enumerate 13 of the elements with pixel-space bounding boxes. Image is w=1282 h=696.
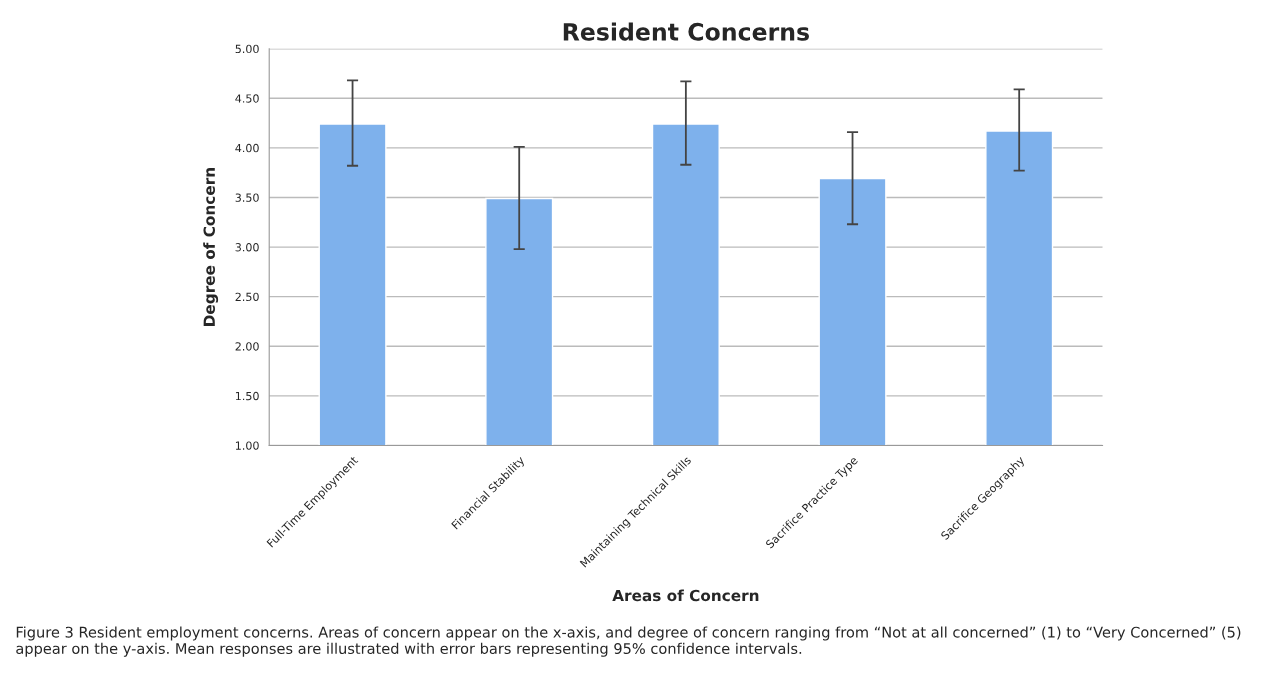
caption: Figure 3 Resident employment concerns. Areas of concern appear on the x-axis, and degree of concern ranging from “Not at all concerned” (1) to “Very Concerned” (5) appear on the y-axis. Mean responses are illustrated with error bars representing 95% confidence intervals. bbox=[16, 626, 1241, 657]
chart-title: Resident Concerns bbox=[563, 22, 809, 41]
y-tick-label: 2.00 bbox=[235, 342, 259, 351]
y-tick-label: 1.00 bbox=[235, 441, 259, 450]
y-axis-title: Degree of Concern bbox=[203, 168, 219, 326]
y-tick-label: 5.00 bbox=[235, 44, 259, 54]
y-tick-label: 2.50 bbox=[235, 292, 259, 302]
y-tick-label: 1.50 bbox=[235, 391, 259, 401]
y-tick-label: 3.50 bbox=[235, 193, 259, 202]
y-tick-label: 3.00 bbox=[235, 243, 259, 252]
y-tick-label: 4.50 bbox=[235, 94, 259, 103]
x-axis-title: Areas of Concern bbox=[612, 589, 759, 602]
y-tick-label: 4.00 bbox=[235, 143, 259, 153]
